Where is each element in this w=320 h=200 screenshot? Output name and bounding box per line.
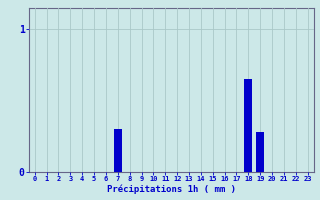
Bar [256,132,264,172]
Bar [114,129,122,172]
X-axis label: Précipitations 1h ( mm ): Précipitations 1h ( mm ) [107,185,236,194]
Bar [244,79,252,172]
